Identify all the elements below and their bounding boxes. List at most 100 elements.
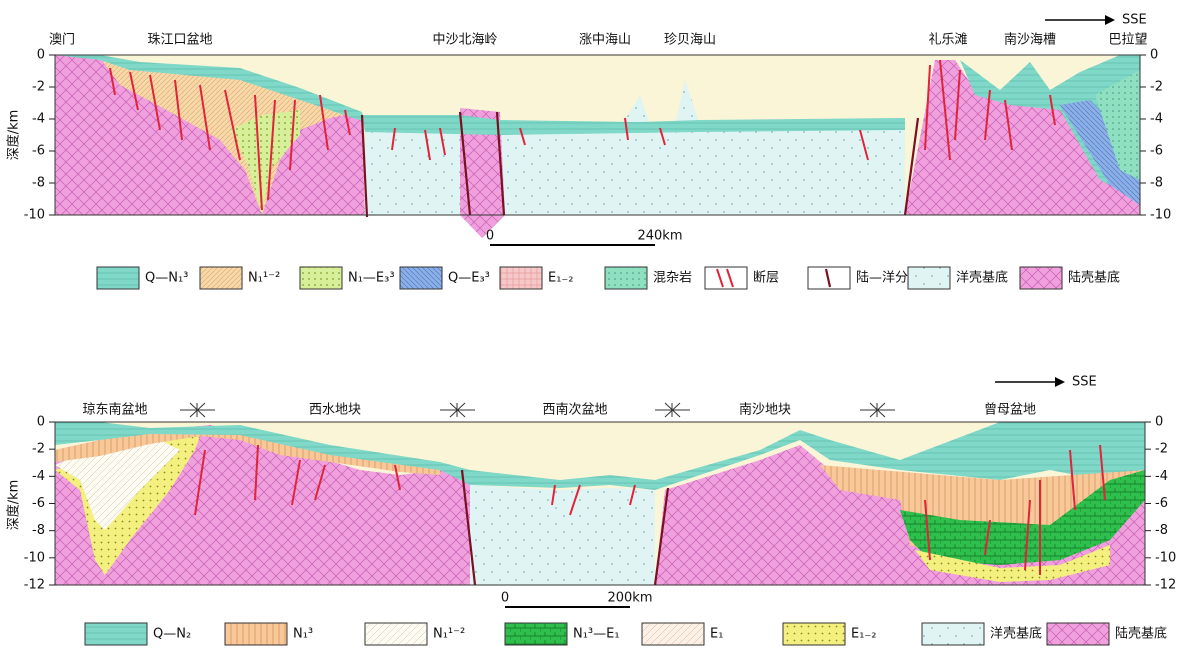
legend-label: E₁₋₂ <box>548 271 574 286</box>
continental-basement <box>460 108 505 238</box>
legend-label: N₁¹⁻² <box>433 627 465 642</box>
legend-swatch <box>907 266 951 290</box>
continental-basement <box>55 55 365 215</box>
legend-swatch <box>641 622 705 646</box>
place-label: 曾母盆地 <box>984 403 1036 418</box>
place-label: 礼乐滩 <box>928 32 967 48</box>
legend-swatch <box>224 622 288 646</box>
sediment <box>230 110 300 215</box>
sediment <box>915 545 1110 582</box>
place-label: 珍贝海山 <box>664 33 716 48</box>
legend-swatch <box>704 266 748 290</box>
bottom-section: 0 200km SSE 深度/km <box>6 375 1146 608</box>
boundary-symbols <box>180 402 895 418</box>
legend-label: Q—N₂ <box>153 627 191 642</box>
legend-label: N₁³—E₁ <box>573 627 620 642</box>
sediment <box>1060 100 1140 205</box>
place-label: 西南次盆地 <box>542 402 607 418</box>
continent-ocean-boundary <box>360 111 920 218</box>
scale-label: 200km <box>607 591 652 606</box>
direction-arrow <box>1055 377 1065 387</box>
legend-swatch <box>716 268 734 288</box>
legend-label: 洋壳基底 <box>990 626 1042 642</box>
y-tick-label: -12 <box>24 578 45 593</box>
scale-label: 0 <box>501 591 509 606</box>
frame <box>54 54 1141 216</box>
legend-label: 陆壳基底 <box>1068 270 1120 286</box>
legend-swatch <box>824 268 832 288</box>
place-label: 涨中海山 <box>579 33 631 48</box>
axis-title: 深度/km <box>6 480 22 531</box>
legend-swatch <box>921 622 985 646</box>
legend-swatch <box>399 266 443 290</box>
place-label: 中沙北海岭 <box>432 33 497 48</box>
legend-label: Q—E₃³ <box>448 271 490 286</box>
y-tick-label: -8 <box>1155 523 1168 538</box>
legend-label: E₁ <box>710 627 723 642</box>
axis-title: 深度/km <box>6 110 22 161</box>
scale-label: 0 <box>486 229 494 244</box>
y-tick-label: 0 <box>1150 48 1158 63</box>
place-label: 西水地块 <box>309 403 361 418</box>
sediment <box>900 470 1145 565</box>
legend-label: 洋壳基底 <box>956 270 1008 286</box>
place-label: 琼东南盆地 <box>82 402 147 418</box>
legend-swatch <box>364 622 428 646</box>
y-tick-label: -8 <box>1150 176 1163 191</box>
legend-label: 混杂岩 <box>653 271 692 286</box>
legend-swatch <box>96 266 140 290</box>
legend-swatch <box>499 266 543 290</box>
place-label: 南沙海槽 <box>1004 32 1056 48</box>
y-tick-label: -12 <box>1155 578 1176 593</box>
y-tick-label: 0 <box>37 415 45 430</box>
y-tick-label: -8 <box>32 176 45 191</box>
y-tick-label: -10 <box>1150 208 1171 223</box>
y-tick-label: -10 <box>24 208 45 223</box>
sediment <box>55 440 180 530</box>
legend-swatch <box>1046 622 1110 646</box>
y-tick-label: -10 <box>1155 550 1176 565</box>
y-tick-label: -8 <box>32 523 45 538</box>
y-tick-label: -4 <box>1155 469 1168 484</box>
melange <box>1095 70 1140 180</box>
legend-label: E₁₋₂ <box>851 627 877 642</box>
oceanic-basement <box>470 485 655 585</box>
y-tick-label: 0 <box>37 48 45 63</box>
legend-swatch <box>199 266 243 290</box>
legend-label: N₁—E₃³ <box>348 271 395 286</box>
y-tick-label: -2 <box>1150 80 1163 95</box>
legend-swatch <box>84 622 148 646</box>
y-tick-label: -2 <box>32 442 45 457</box>
scale-label: 240km <box>637 229 682 244</box>
y-tick-label: -6 <box>1150 144 1163 159</box>
y-tick-label: -4 <box>32 112 45 127</box>
direction-arrow <box>1105 15 1115 25</box>
y-tick-label: -6 <box>1155 496 1168 511</box>
legend-label: N₁¹⁻² <box>248 271 280 286</box>
y-tick-label: -4 <box>32 469 45 484</box>
legend-swatch <box>1019 266 1063 290</box>
legend-label: 陆壳基底 <box>1115 626 1167 642</box>
y-tick-label: -6 <box>32 496 45 511</box>
direction-label: SSE <box>1122 13 1147 28</box>
sediment <box>55 426 440 475</box>
y-tick-label: -2 <box>1155 442 1168 457</box>
sediment <box>55 422 1145 490</box>
direction-label: SSE <box>1072 375 1097 390</box>
legend-label: N₁³ <box>293 627 313 642</box>
sediment <box>960 55 1140 200</box>
legend-swatch <box>782 622 846 646</box>
y-tick-label: 0 <box>1155 415 1163 430</box>
legend-label: 断层 <box>753 271 779 286</box>
place-label: 巴拉望 <box>1108 32 1147 48</box>
legend-swatch <box>504 622 568 646</box>
legend-label: Q—N₁³ <box>145 271 188 286</box>
y-tick-label: -2 <box>32 80 45 95</box>
y-tick-label: -4 <box>1150 112 1163 127</box>
legend-swatch <box>604 266 648 290</box>
place-label: 南沙地块 <box>739 402 791 418</box>
y-tick-label: -6 <box>32 144 45 159</box>
legend-swatch <box>299 266 343 290</box>
top-section: 0 240km SSE 深度/km <box>6 13 1147 246</box>
